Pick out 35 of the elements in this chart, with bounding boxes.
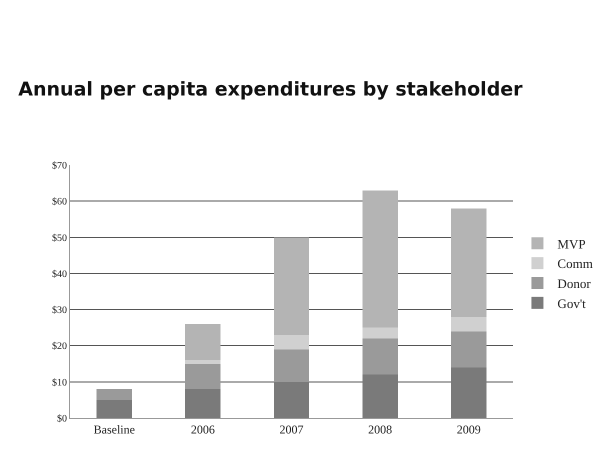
- legend-label: Gov't: [557, 296, 586, 311]
- bar: [362, 338, 398, 375]
- bar: [96, 389, 132, 400]
- bar: [450, 367, 486, 418]
- y-tick-label: $30: [52, 305, 67, 316]
- bar: [274, 237, 310, 335]
- y-tick-label: $70: [52, 160, 67, 172]
- y-tick-label: $10: [52, 377, 67, 388]
- legend-label: MVP: [557, 236, 586, 252]
- chart-title: Annual per capita expenditures by stakeholder: [18, 78, 524, 101]
- x-tick-label: 2008: [368, 422, 392, 436]
- x-tick-label: Baseline: [94, 422, 135, 436]
- bar: [274, 382, 310, 418]
- y-tick-label: $50: [52, 232, 67, 244]
- y-tick-label: $40: [52, 268, 67, 280]
- bar: [450, 331, 486, 368]
- y-tick-label: $20: [52, 341, 67, 352]
- bar: [362, 328, 398, 338]
- bar: [450, 316, 486, 332]
- x-tick-label: 2006: [190, 422, 215, 436]
- y-tick-label: $0: [57, 414, 67, 424]
- bar: [185, 324, 221, 360]
- x-tick-label: 2009: [456, 422, 481, 436]
- bar: [96, 400, 132, 418]
- x-tick-label: 2007: [280, 422, 304, 436]
- bar: [274, 349, 310, 382]
- bar: [274, 334, 310, 350]
- y-tick-label: $60: [52, 196, 67, 208]
- bar: [362, 374, 398, 418]
- bar: [362, 190, 398, 328]
- legend-label: Comm: [557, 256, 593, 272]
- bar: [185, 364, 221, 390]
- bar: [450, 208, 486, 317]
- bar: [185, 389, 221, 418]
- legend-label: Donor: [557, 276, 592, 292]
